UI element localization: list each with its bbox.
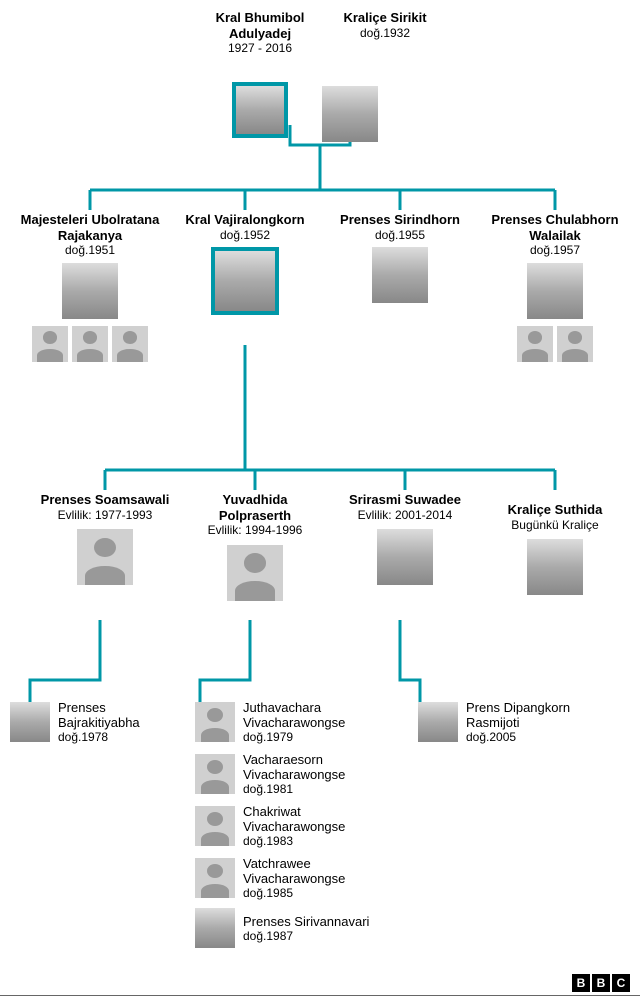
person-name: Kral Vajiralongkorn <box>175 212 315 228</box>
person-name: Prens Dipangkorn Rasmijoti <box>466 700 598 730</box>
person-name: Prenses Chulabhorn Walailak <box>485 212 625 243</box>
person-dates: doğ.1951 <box>20 243 160 259</box>
silhouette-icon <box>557 326 593 362</box>
person-dates: doğ.1952 <box>175 228 315 244</box>
person-dates: doğ.1978 <box>58 730 180 744</box>
person-dates: doğ.1987 <box>243 929 369 943</box>
person-name: Srirasmi Suwadee <box>335 492 475 508</box>
silhouette-icon <box>195 702 235 742</box>
person-vatchrawee: Vatchrawee Vivacharawongsedoğ.1985 <box>195 856 395 900</box>
person-name: Prenses Soamsawali <box>35 492 175 508</box>
silhouette-icon <box>517 326 553 362</box>
wife2-children-group: Juthavachara Vivacharawongsedoğ.1979 Vac… <box>195 700 395 948</box>
portrait-chulabhorn <box>527 263 583 319</box>
person-dates: Evlilik: 1994-1996 <box>185 523 325 539</box>
person-name: Juthavachara Vivacharawongse <box>243 700 395 730</box>
portrait-queen-sirikit <box>322 86 378 142</box>
silhouette-icon <box>72 326 108 362</box>
person-soamsawali: Prenses Soamsawali Evlilik: 1977-1993 <box>35 492 175 590</box>
person-name: Prenses Sirindhorn <box>330 212 470 228</box>
person-chulabhorn: Prenses Chulabhorn Walailak doğ.1957 <box>485 212 625 362</box>
silhouette-icon <box>195 754 235 794</box>
person-name: Kraliçe Sirikit <box>330 10 440 26</box>
person-king-bhumibol: Kral Bhumibol Adulyadej 1927 - 2016 <box>190 10 330 57</box>
person-name: Prenses Bajrakitiyabha <box>58 700 180 730</box>
person-name: Vatchrawee Vivacharawongse <box>243 856 395 886</box>
placeholder-children <box>485 326 625 362</box>
person-name: Yuvadhida Polpraserth <box>185 492 325 523</box>
person-dates: doğ.1955 <box>330 228 470 244</box>
person-dates: doğ.1957 <box>485 243 625 259</box>
person-queen-sirikit: Kraliçe Sirikit doğ.1932 <box>330 10 440 41</box>
portrait-bajrakitiyabha <box>10 702 50 742</box>
bbc-logo-c: C <box>612 974 630 992</box>
bbc-logo-b: B <box>592 974 610 992</box>
person-dates: doğ.1983 <box>243 834 395 848</box>
person-dates: Evlilik: 1977-1993 <box>35 508 175 524</box>
silhouette-icon <box>195 858 235 898</box>
person-name: Kral Bhumibol Adulyadej <box>190 10 330 41</box>
bbc-logo: B B C <box>572 974 630 992</box>
person-dates: doğ.1979 <box>243 730 395 744</box>
portrait-srirasmi <box>377 529 433 585</box>
person-dates: Bugünkü Kraliçe <box>485 518 625 534</box>
person-dipangkorn: Prens Dipangkorn Rasmijoti doğ.2005 <box>418 700 598 744</box>
portrait-ubolratana <box>62 263 118 319</box>
portrait-suthida <box>527 539 583 595</box>
person-dates: 1927 - 2016 <box>190 41 330 57</box>
person-vacharaesorn: Vacharaesorn Vivacharawongsedoğ.1981 <box>195 752 395 796</box>
person-bajrakitiyabha: Prenses Bajrakitiyabha doğ.1978 <box>10 700 180 744</box>
person-name: Kraliçe Suthida <box>485 502 625 518</box>
person-suthida: Kraliçe Suthida Bugünkü Kraliçe <box>485 502 625 600</box>
person-dates: doğ.1985 <box>243 886 395 900</box>
portrait-sirindhorn <box>372 247 428 303</box>
person-chakriwat: Chakriwat Vivacharawongsedoğ.1983 <box>195 804 395 848</box>
person-dates: doğ.1981 <box>243 782 395 796</box>
bbc-logo-b: B <box>572 974 590 992</box>
person-yuvadhida: Yuvadhida Polpraserth Evlilik: 1994-1996 <box>185 492 325 606</box>
footer-divider <box>0 995 640 996</box>
person-dates: doğ.1932 <box>330 26 440 42</box>
person-sirindhorn: Prenses Sirindhorn doğ.1955 <box>330 212 470 308</box>
person-name: Chakriwat Vivacharawongse <box>243 804 395 834</box>
portrait-sirivannavari <box>195 908 235 948</box>
person-juthavachara: Juthavachara Vivacharawongsedoğ.1979 <box>195 700 395 744</box>
person-name: Prenses Sirivannavari <box>243 914 369 929</box>
placeholder-children <box>20 326 160 362</box>
silhouette-icon <box>77 529 133 585</box>
silhouette-icon <box>195 806 235 846</box>
person-dates: Evlilik: 2001-2014 <box>335 508 475 524</box>
family-tree-diagram: Kral Bhumibol Adulyadej 1927 - 2016 Kral… <box>0 0 640 1000</box>
portrait-dipangkorn <box>418 702 458 742</box>
person-srirasmi: Srirasmi Suwadee Evlilik: 2001-2014 <box>335 492 475 590</box>
portrait-king-bhumibol <box>232 82 288 138</box>
person-name: Majesteleri Ubolratana Rajakanya <box>20 212 160 243</box>
person-vajiralongkorn: Kral Vajiralongkorn doğ.1952 <box>175 212 315 320</box>
person-name: Vacharaesorn Vivacharawongse <box>243 752 395 782</box>
silhouette-icon <box>112 326 148 362</box>
silhouette-icon <box>227 545 283 601</box>
silhouette-icon <box>32 326 68 362</box>
person-dates: doğ.2005 <box>466 730 598 744</box>
person-ubolratana: Majesteleri Ubolratana Rajakanya doğ.195… <box>20 212 160 362</box>
person-sirivannavari: Prenses Sirivannavaridoğ.1987 <box>195 908 395 948</box>
portrait-vajiralongkorn <box>211 247 279 315</box>
